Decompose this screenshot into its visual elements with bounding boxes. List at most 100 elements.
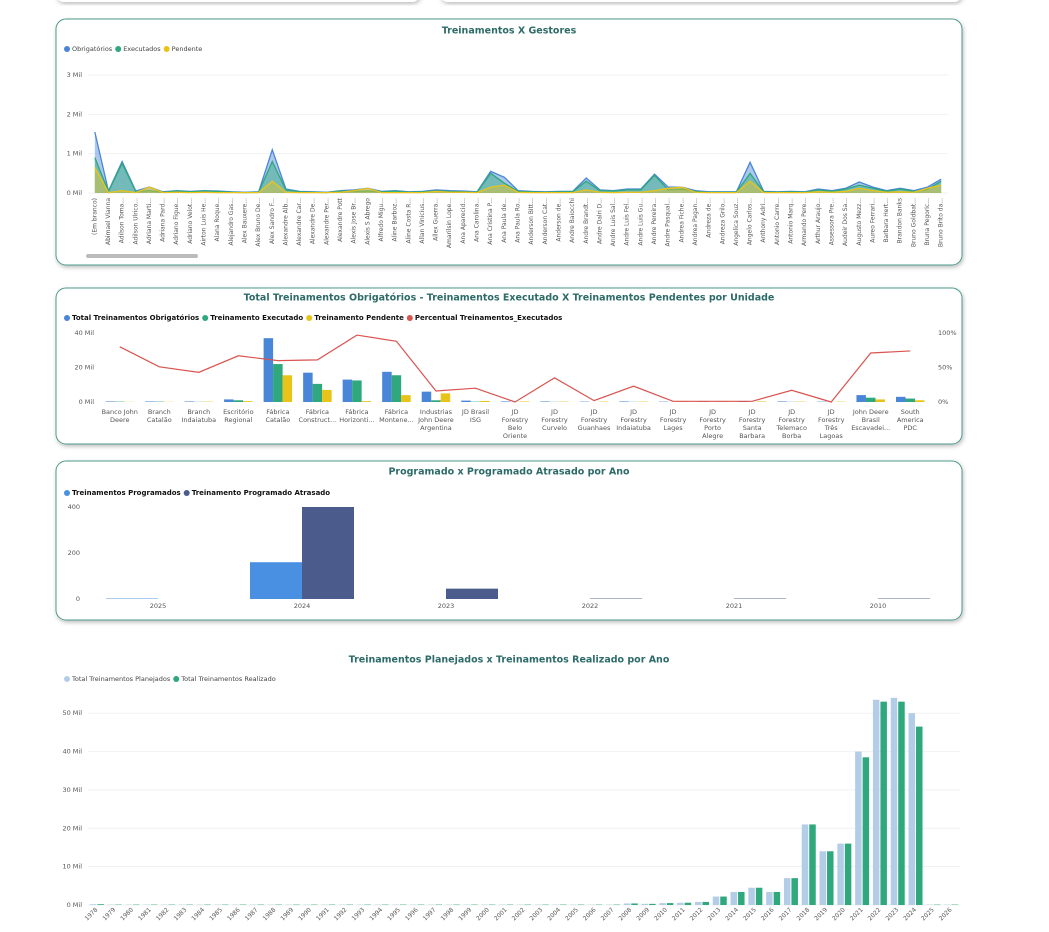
x-tick-label: 2021 [726, 602, 743, 610]
x-tick-label: 1991 [315, 906, 331, 922]
bar [263, 338, 274, 402]
legend-marker [64, 490, 70, 496]
x-tick-label: Ana Aparecid... [460, 198, 467, 244]
legend-marker [406, 315, 413, 321]
x-tick-label: 2008 [617, 906, 633, 922]
x-tick-label: Anderson de... [555, 198, 562, 242]
legend-marker [115, 46, 122, 52]
x-tick-label: Andre Luis Sal... [610, 198, 617, 246]
chart-title: Total Treinamentos Obrigatórios - Treina… [244, 293, 775, 304]
y-tick-label: 0% [938, 398, 948, 406]
bar [391, 375, 402, 402]
bar [908, 713, 916, 905]
bar [791, 878, 798, 905]
legend-label: Executados [123, 45, 161, 53]
x-tick-label: 1995 [386, 906, 402, 922]
x-tick-label: Adriana Pard... [160, 198, 167, 242]
bar [914, 400, 925, 402]
x-tick-label: Anderson Bitt... [528, 198, 535, 245]
x-tick-label: Branch Indaiatuba [181, 408, 216, 424]
x-tick-label: 1985 [208, 906, 224, 922]
x-tick-label: Fábrica Catalão [265, 408, 290, 424]
x-tick-label: 2020 [831, 906, 847, 922]
bar [243, 401, 253, 402]
y-tick-label: 20 Mil [62, 824, 82, 832]
x-tick-label: Augusto Mezz... [856, 198, 863, 246]
bar [145, 401, 155, 402]
x-tick-label: 2015 [742, 906, 758, 922]
x-tick-label: Alexandre Car... [296, 198, 303, 246]
x-tick-label: Antonio Carre... [774, 198, 781, 245]
legend-marker [173, 676, 180, 682]
x-tick-label: Andre Brandt... [583, 198, 590, 244]
x-tick-label: JD Forestry Curvelo [541, 408, 568, 432]
x-tick-label: Aline Barboz... [392, 198, 399, 242]
bar [250, 562, 302, 599]
x-tick-label: 2007 [600, 906, 616, 922]
x-tick-label: 1984 [190, 906, 206, 922]
y-tick-label: 20 Mil [74, 364, 94, 372]
x-tick-label: Adilson Ulrico... [132, 198, 139, 245]
x-tick-label: JD Forestry Guanhaes [578, 408, 611, 432]
bar [540, 401, 550, 402]
bar [352, 380, 362, 402]
y-tick-label: 10 Mil [62, 863, 82, 871]
bar [322, 389, 332, 402]
card-fragment [442, 0, 960, 2]
x-tick-label: Alexis Jose Br... [351, 198, 358, 244]
x-tick-label: 2012 [689, 906, 705, 922]
legend-marker [306, 315, 313, 321]
bar [312, 383, 323, 402]
y-tick-label: 200 [68, 549, 80, 557]
legend-label: Treinamento Programado Atrasado [192, 489, 331, 497]
x-tick-label: 2025 [150, 602, 167, 610]
x-tick-label: Alex Bauxere... [241, 198, 248, 243]
x-tick-label: Andre Dalri D... [596, 198, 603, 244]
x-tick-label: Armando Pere... [801, 198, 808, 246]
legend-label: Pendente [172, 45, 203, 53]
bar [862, 757, 870, 905]
x-tick-label: JD Forestry Belo Oriente [502, 408, 529, 440]
x-tick-label: Alana Roque... [214, 198, 221, 242]
y-tick-label: 0 Mil [67, 901, 83, 909]
x-tick-label: Alexandre De... [310, 198, 317, 244]
bar [461, 400, 471, 402]
bar [783, 878, 791, 905]
bar [641, 903, 649, 905]
x-tick-label: Andre Pereira... [651, 198, 658, 244]
card [55, 460, 963, 621]
bar [666, 903, 674, 905]
legend-label: Treinamento Pendente [314, 314, 404, 322]
bar [233, 400, 244, 402]
y-tick-label: 2 Mil [67, 110, 83, 118]
x-tick-label: Alexandre Pott [337, 197, 344, 242]
x-tick-label: South America PDC [897, 408, 924, 432]
bar [105, 401, 116, 402]
x-tick-label: JD Forestry Porto Alegre [699, 408, 726, 440]
x-tick-label: 1988 [262, 906, 278, 922]
x-tick-label: 1981 [137, 906, 153, 922]
bar [801, 824, 809, 905]
x-tick-label: 2001 [493, 906, 509, 922]
x-tick-label: Aureo Ferrari... [869, 198, 876, 243]
x-tick-label: 2003 [529, 906, 545, 922]
bar [431, 400, 441, 402]
x-tick-label: 1994 [368, 906, 384, 922]
bar [659, 903, 666, 905]
x-tick-label: 2010 [653, 906, 669, 922]
x-tick-label: 1996 [404, 906, 420, 922]
bar [916, 726, 923, 905]
x-tick-label: Fábrica Horizonti... [339, 408, 374, 424]
bar [361, 401, 372, 402]
x-tick-label: Airton Luis He... [201, 198, 208, 246]
bar [837, 843, 844, 905]
scrollbar[interactable] [86, 254, 198, 258]
legend-label: Percentual Treinamentos_Executados [415, 314, 563, 322]
x-tick-label: Andre Luis Fel... [624, 198, 631, 246]
x-tick-label: 2005 [564, 906, 580, 922]
x-tick-label: 2013 [706, 906, 722, 922]
legend-marker [64, 676, 70, 682]
legend-marker [183, 490, 190, 496]
x-tick-label: Banco John Deere [102, 408, 138, 424]
